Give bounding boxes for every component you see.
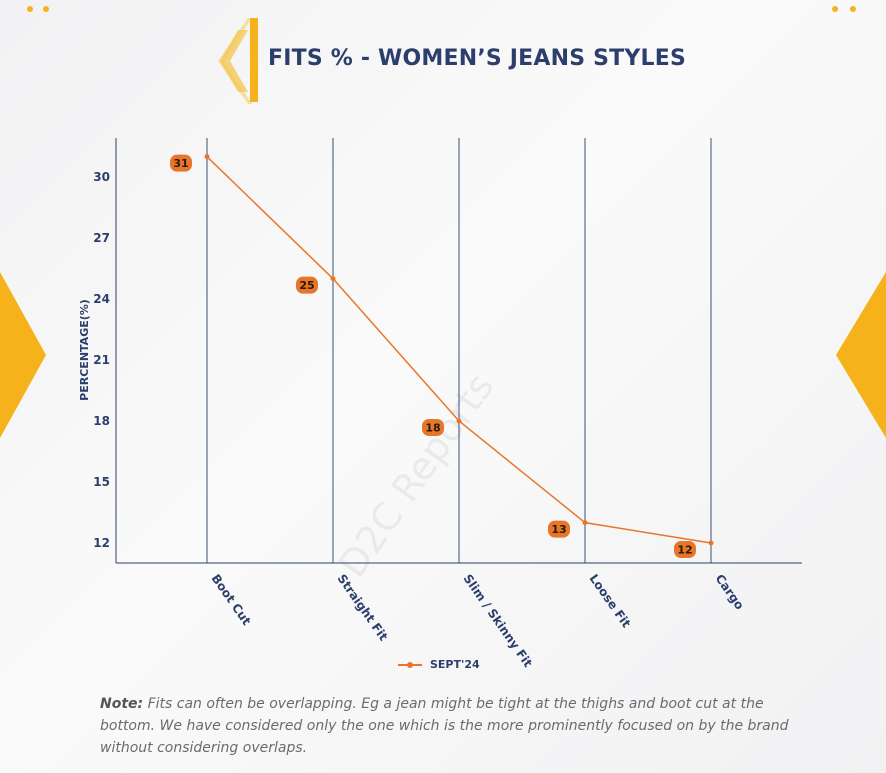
data-label: 13 [551,523,566,536]
x-tick-label: Loose Fit [587,572,634,631]
data-point [330,276,336,282]
corner-dot [43,6,49,12]
data-label: 18 [425,422,440,435]
chart-legend: SEPT'24 [398,658,480,671]
data-label-badge [170,154,192,172]
y-axis-title: PERCENTAGE(%) [78,299,91,401]
title-bar [250,18,258,102]
y-tick-label: 15 [93,475,110,489]
data-label: 31 [173,157,188,170]
data-point [204,154,210,160]
corner-dot [850,6,856,12]
x-tick-label: Cargo [713,572,747,613]
y-tick-label: 24 [93,292,110,306]
data-label-badge [548,520,570,538]
data-point [582,520,588,526]
data-label: 12 [677,544,692,557]
note-label: Note: [100,696,144,712]
y-tick-label: 18 [93,414,110,428]
left-decor-triangle [0,272,46,438]
x-tick-label: Slim / Skinny Fit [461,572,536,670]
footnote: Note: Fits can often be overlapping. Eg … [100,693,800,759]
x-tick-label: Straight Fit [335,572,391,644]
data-point [456,418,462,424]
note-text: Fits can often be overlapping. Eg a jean… [100,696,789,756]
right-decor-triangle [836,272,886,438]
data-label-badge [422,419,444,436]
data-label: 25 [299,279,314,292]
x-tick-label: Boot Cut [209,572,254,628]
chevron-left-icon [218,18,252,104]
y-tick-label: 30 [93,170,110,184]
legend-label: SEPT'24 [430,658,480,671]
y-tick-label: 21 [93,353,110,367]
corner-dot [832,6,838,12]
page-title: FITS % - WOMEN’S JEANS STYLES [268,46,687,71]
corner-dot [27,6,33,12]
y-tick-label: 27 [93,231,110,245]
data-point [708,540,714,546]
data-label-badge [674,541,696,558]
y-tick-label: 12 [93,536,110,550]
data-label-badge [296,276,318,294]
legend-marker [398,661,422,668]
